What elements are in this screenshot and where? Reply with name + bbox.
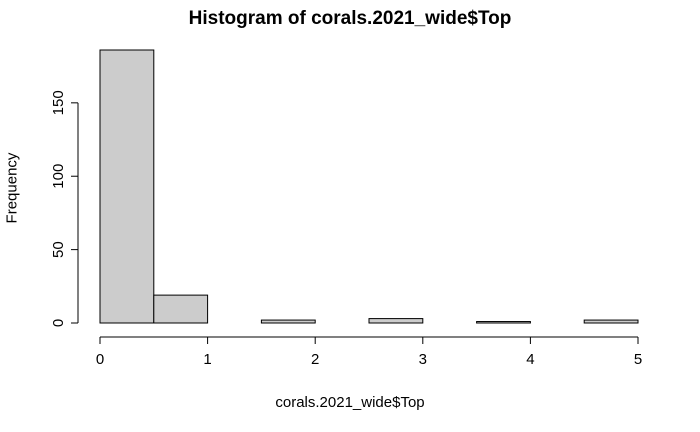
y-tick-label: 150 xyxy=(50,90,67,115)
x-tick-label: 1 xyxy=(203,351,211,368)
histogram-bar xyxy=(153,294,209,324)
bars-group xyxy=(99,49,639,324)
y-axis: 0 50 100 150 xyxy=(50,90,79,327)
x-tick-label: 0 xyxy=(96,351,104,368)
x-axis-label: corals.2021_wide$Top xyxy=(275,394,425,411)
histogram-bar xyxy=(368,318,424,324)
histogram-bar xyxy=(476,321,531,324)
x-axis: 0 1 2 3 4 5 xyxy=(96,336,642,368)
y-tick-label: 0 xyxy=(50,319,67,327)
x-tick-label: 3 xyxy=(419,351,427,368)
chart-title: Histogram of corals.2021_wide$Top xyxy=(188,8,512,29)
histogram-bar xyxy=(99,49,155,324)
y-tick-label: 50 xyxy=(50,241,67,258)
x-tick-label: 2 xyxy=(311,351,319,368)
histogram-bar xyxy=(260,319,316,324)
x-tick-label: 4 xyxy=(526,351,534,368)
y-tick-label: 100 xyxy=(50,164,67,189)
histogram-bar xyxy=(583,319,639,324)
x-tick-label: 5 xyxy=(634,351,642,368)
